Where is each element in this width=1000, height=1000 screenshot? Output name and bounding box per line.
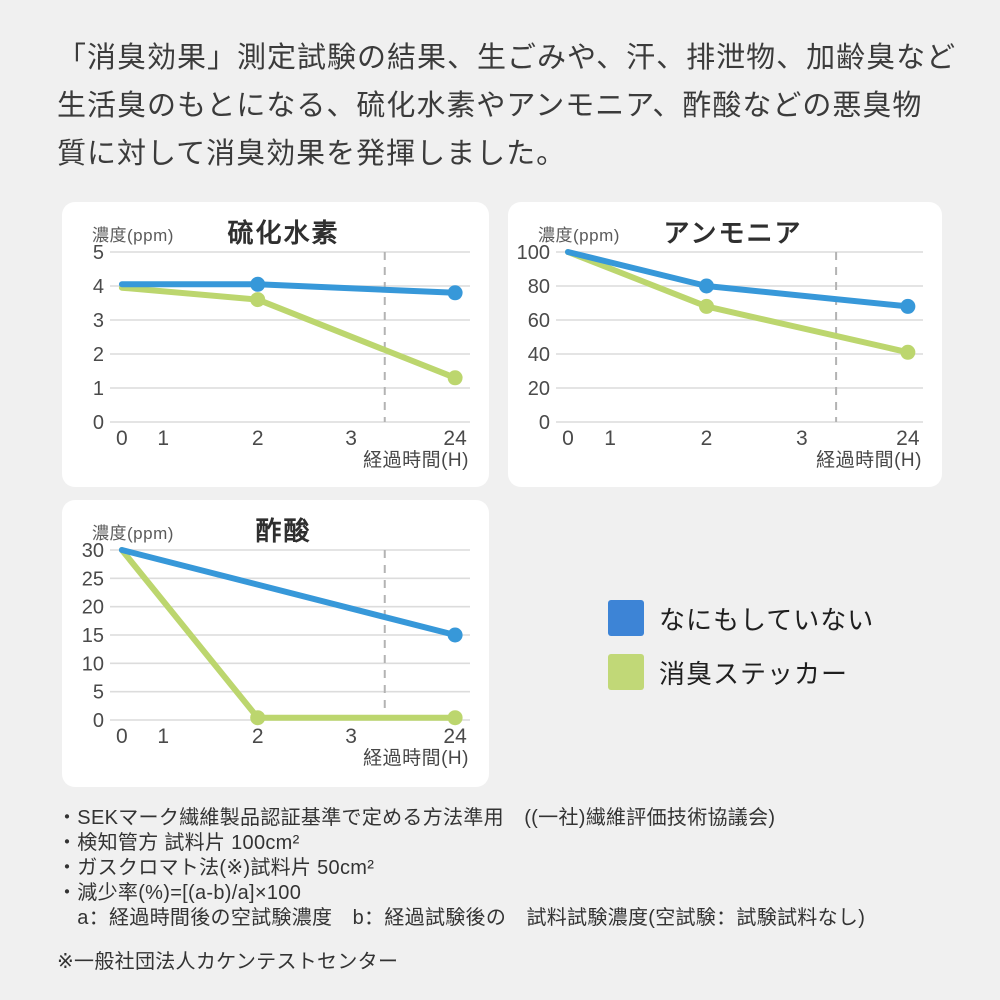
data-point-marker — [447, 370, 463, 386]
chart-legend: なにもしていない 消臭ステッカー — [608, 600, 874, 708]
legend-label: なにもしていない — [659, 604, 875, 635]
x-tick-label: 1 — [604, 427, 616, 450]
y-tick-label: 100 — [517, 242, 550, 264]
chart-title: 硫化水素 — [227, 218, 340, 248]
header-paragraph: 「消臭効果」測定試験の結果、生ごみや、汗、排泄物、加齢臭など 生活臭のもとになる… — [57, 42, 957, 170]
y-tick-label: 5 — [93, 242, 104, 264]
footnote-line: ・検知管方 試料片 100cm² — [57, 832, 300, 854]
y-tick-label: 25 — [82, 568, 104, 590]
x-tick-label: 3 — [796, 427, 808, 450]
y-tick-label: 60 — [528, 310, 550, 332]
y-tick-label: 20 — [82, 597, 104, 619]
data-point-marker — [699, 298, 715, 314]
data-point-marker — [447, 627, 463, 643]
y-tick-label: 80 — [528, 276, 550, 298]
chart-title: アンモニア — [663, 218, 803, 248]
y-tick-label: 0 — [93, 412, 104, 434]
y-tick-label: 10 — [82, 653, 104, 675]
series-line — [118, 547, 459, 721]
x-tick-label: 3 — [345, 427, 357, 450]
y-tick-label: 0 — [93, 710, 104, 732]
x-tick-label: 24 — [443, 725, 467, 748]
y-tick-label: 40 — [528, 344, 550, 366]
x-tick-label: 0 — [116, 725, 128, 748]
data-point-marker — [900, 298, 916, 314]
data-point-marker — [250, 710, 266, 726]
data-point-marker — [447, 285, 463, 301]
series-line — [564, 249, 911, 310]
footnotes: ・SEKマーク繊維製品認証基準で定める方法準用 ((一社)繊維評価技術協議会) … — [57, 806, 967, 975]
series-line — [118, 547, 459, 638]
legend-swatch-blue — [608, 600, 644, 636]
footnote-line: a：経過時間後の空試験濃度 b：経過試験後の 試料試験濃度(空試験：試験試料なし… — [57, 907, 866, 929]
x-tick-label: 0 — [116, 427, 128, 450]
legend-item-untreated: なにもしていない — [608, 600, 874, 636]
series-line — [118, 284, 459, 381]
legend-label: 消臭ステッカー — [659, 658, 849, 689]
y-tick-label: 15 — [82, 625, 104, 647]
x-tick-label: 2 — [701, 427, 713, 450]
x-tick-label: 3 — [345, 725, 357, 748]
x-tick-label: 2 — [252, 427, 264, 450]
ammonia-plot: 100 80 60 40 20 00 1 2 3 24 — [517, 242, 923, 450]
data-point-marker — [250, 276, 266, 292]
legend-swatch-green — [608, 654, 644, 690]
hydrogen-sulfide-chart-card: 5 4 3 2 1 0 0 1 2 3 24 濃度(ppm) 硫化水素 経過時間(H) — [62, 202, 489, 487]
x-tick-label: 0 — [562, 427, 574, 450]
y-axis-label: 濃度(ppm) — [92, 524, 174, 543]
x-axis-label: 経過時間(H) — [816, 450, 922, 471]
x-axis-label: 経過時間(H) — [363, 748, 469, 769]
x-axis-label: 経過時間(H) — [363, 450, 469, 471]
ammonia-chart-card: 100 80 60 40 20 0 0 1 2 3 24 濃度(ppm) アンモニア 経過時間(H) — [508, 202, 942, 487]
y-tick-label: 0 — [539, 412, 550, 434]
footnote-line: ・SEKマーク繊維製品認証基準で定める方法準用 ((一社)繊維評価技術協議会) — [57, 807, 776, 829]
hydrogen-sulfide-plot: 5 4 3 2 1 00 1 2 3 24 — [93, 242, 470, 450]
footnote-line: ・ガスクロマト法(※)試料片 50cm² — [57, 857, 375, 879]
y-tick-label: 3 — [93, 310, 104, 332]
y-tick-label: 30 — [82, 540, 104, 562]
footnote-line: ・減少率(%)=[(a-b)/a]×100 — [57, 882, 302, 904]
data-point-marker — [250, 292, 266, 308]
y-tick-label: 20 — [528, 378, 550, 400]
data-point-marker — [699, 278, 715, 294]
x-tick-label: 2 — [252, 725, 264, 748]
x-tick-label: 1 — [157, 427, 169, 450]
chart-title: 酢酸 — [255, 516, 312, 546]
y-tick-label: 4 — [93, 276, 104, 298]
data-point-marker — [447, 710, 463, 726]
x-tick-label: 1 — [157, 725, 169, 748]
legend-item-deodorant-sticker: 消臭ステッカー — [608, 654, 874, 690]
y-tick-label: 5 — [93, 682, 104, 704]
y-axis-label: 濃度(ppm) — [92, 226, 174, 245]
x-tick-label: 24 — [443, 427, 467, 450]
y-tick-label: 1 — [93, 378, 104, 400]
x-tick-label: 24 — [896, 427, 920, 450]
y-axis-label: 濃度(ppm) — [538, 226, 620, 245]
acetic-acid-chart-card: 30 25 20 15 10 5 0 0 1 2 3 24 濃度(ppm) 酢酸 経過時間(H) — [62, 500, 489, 787]
test-center-note: ※一般社団法人カケンテストセンター — [57, 951, 399, 973]
y-tick-label: 2 — [93, 344, 104, 366]
data-point-marker — [900, 344, 916, 360]
